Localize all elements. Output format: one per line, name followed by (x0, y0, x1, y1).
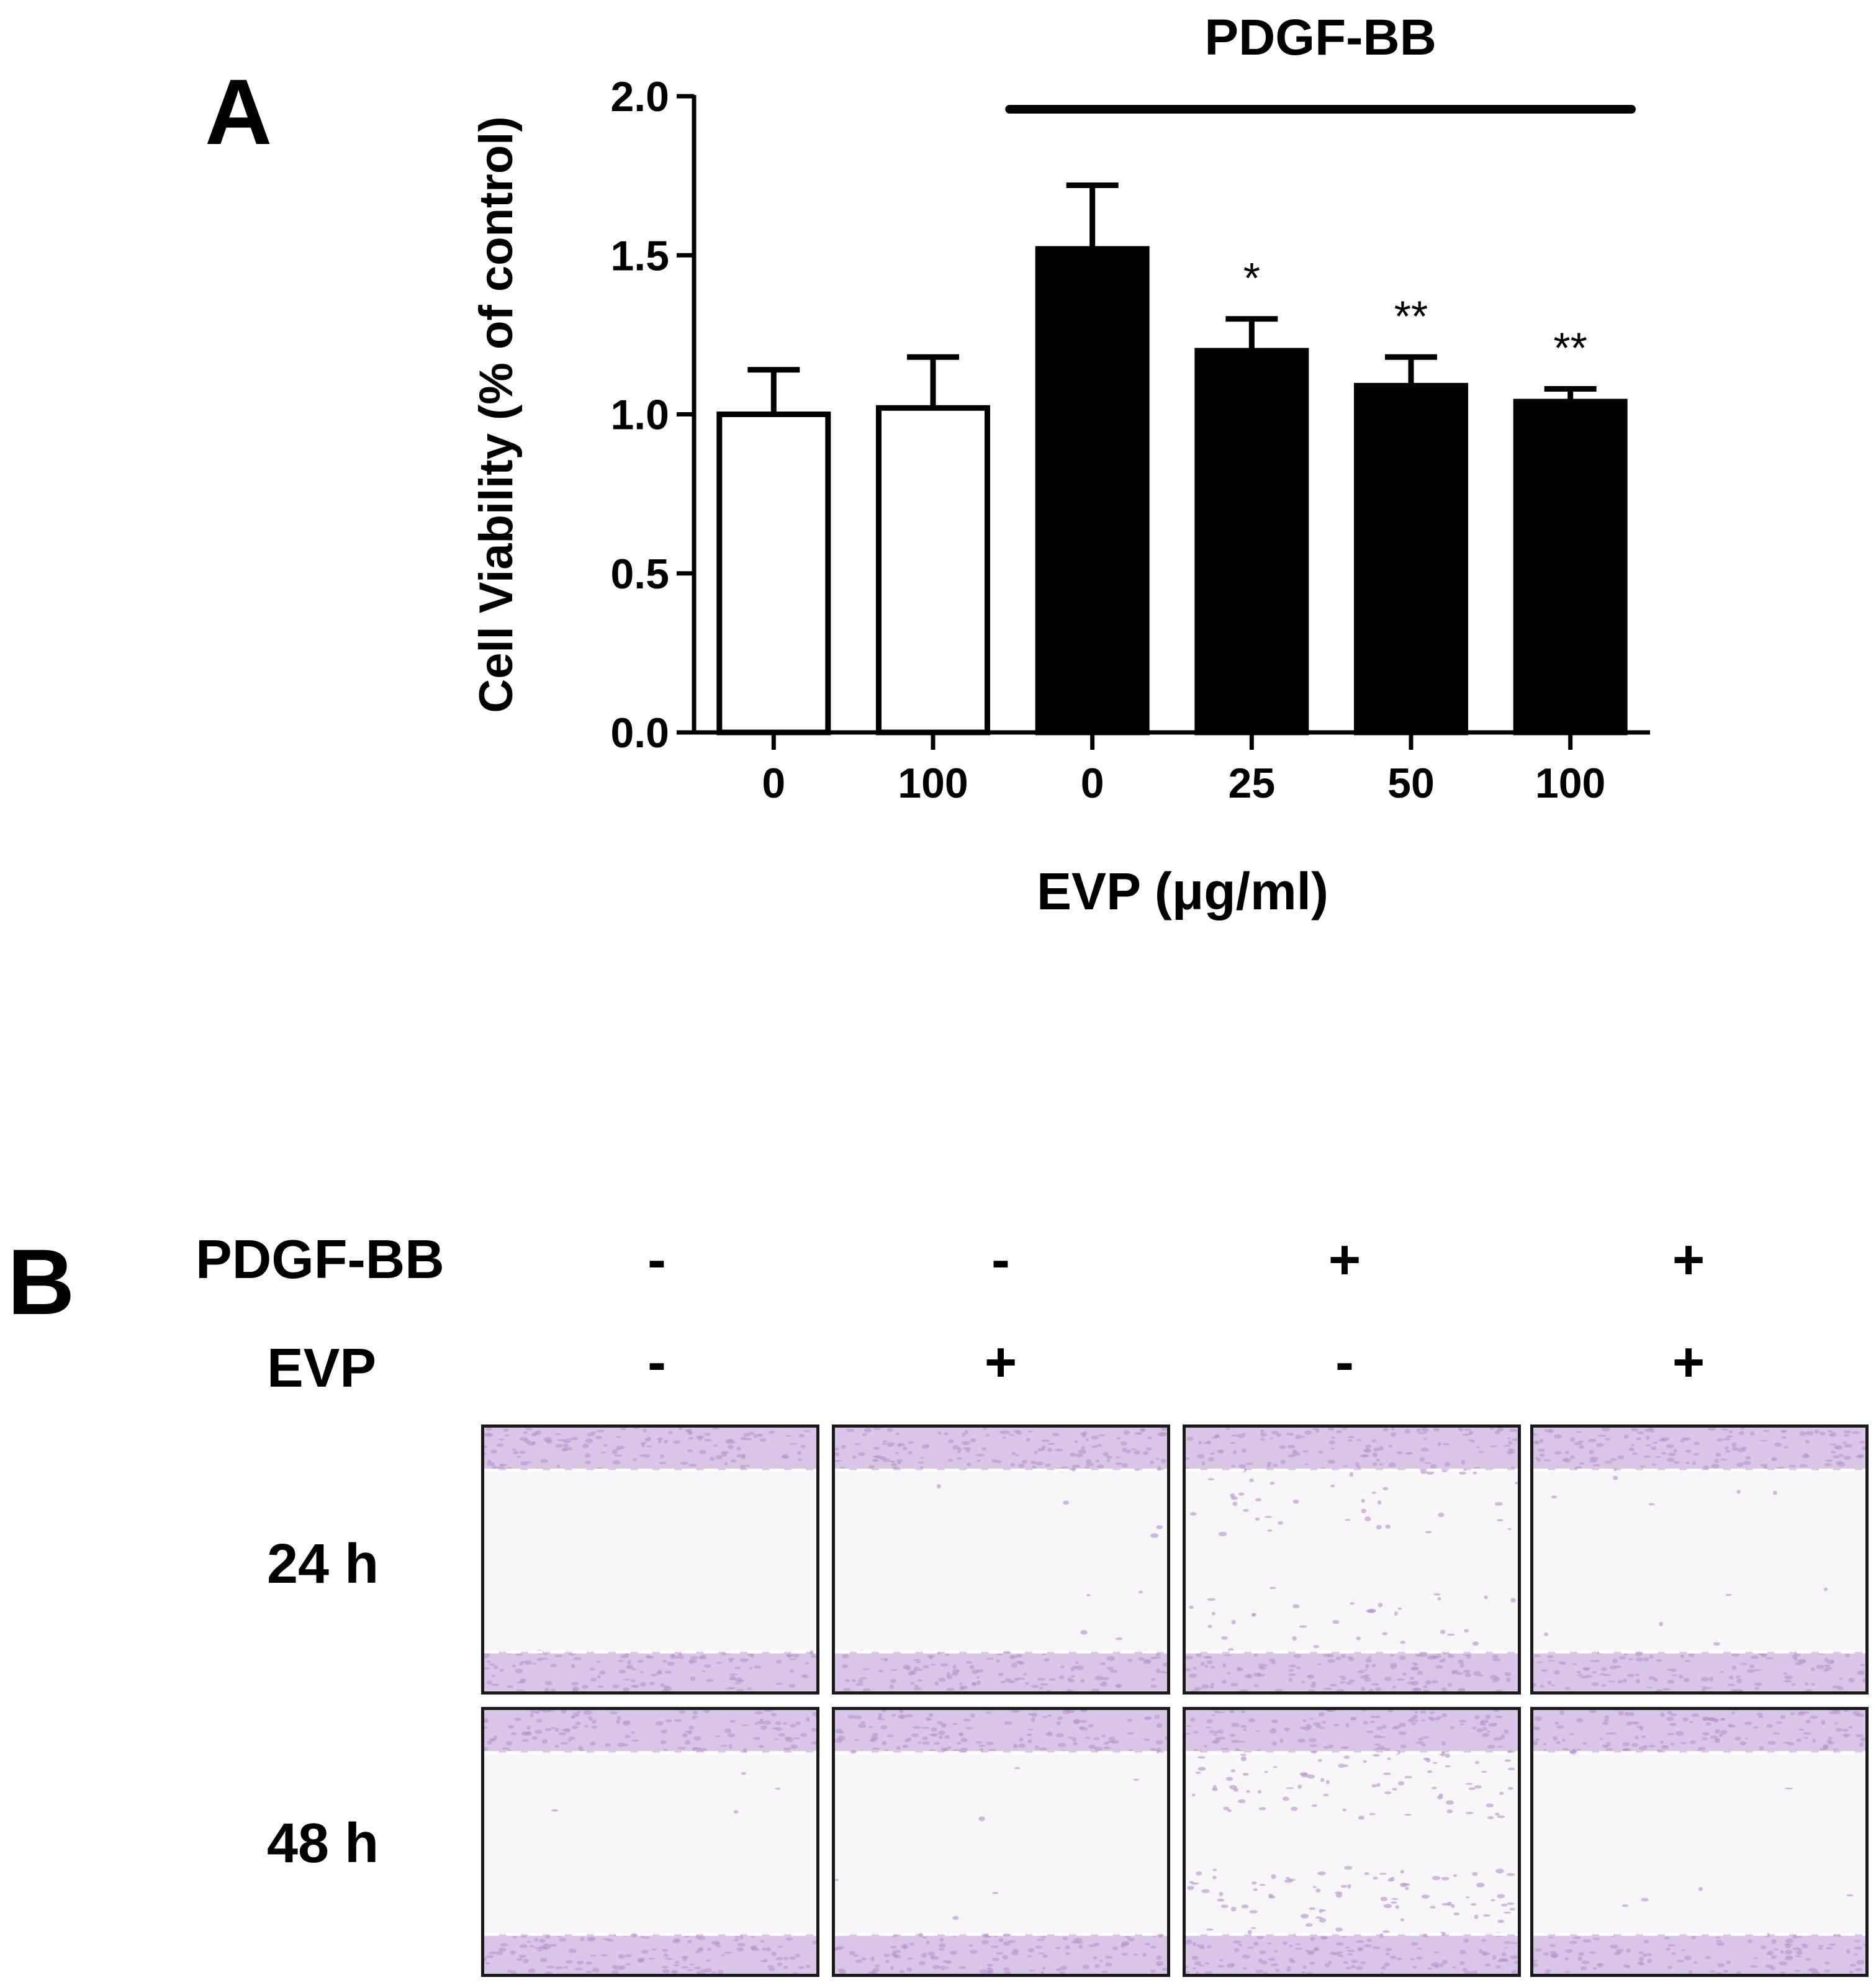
y-tick-label: 1.0 (610, 392, 669, 439)
micrograph-48h-4 (1530, 1707, 1869, 1977)
micrograph-24h-3 (1183, 1425, 1521, 1695)
time-label-48h: 48 h (267, 1812, 379, 1875)
micrograph-texture (1186, 1428, 1518, 1691)
pdgf-row-label: PDGF-BB (196, 1228, 444, 1290)
significance-label: * (1243, 254, 1260, 302)
x-tick-label: 0 (1081, 760, 1104, 807)
bar-chart: 0.0 0.5 1.0 1.5 2.0 0 100 0 25 * 50 ** 100 ** PDGF-BB E… (470, 9, 1650, 920)
micrograph-texture (484, 1710, 816, 1974)
significance-label: ** (1394, 292, 1428, 340)
y-tick-label: 1.5 (610, 232, 669, 279)
evp-sign-1: - (647, 1331, 666, 1393)
evp-sign-4: + (1672, 1331, 1705, 1393)
bar (1513, 398, 1628, 736)
y-axis-title: Cell Viability (% of control) (470, 116, 523, 713)
micrograph-texture (1533, 1710, 1865, 1974)
bar (716, 412, 831, 736)
x-tick-label: 100 (898, 760, 968, 807)
x-tick-label: 50 (1387, 760, 1435, 807)
bar (1354, 382, 1468, 736)
micrograph-texture (1186, 1710, 1518, 1974)
micrograph-48h-2 (832, 1707, 1170, 1977)
pdgf-sign-2: - (991, 1229, 1010, 1291)
micrograph-texture (835, 1428, 1167, 1691)
y-tick-label: 2.0 (610, 73, 669, 120)
x-axis-title: EVP (μg/ml) (1037, 862, 1328, 920)
micrograph-texture (1533, 1428, 1865, 1691)
pdgf-sign-4: + (1672, 1229, 1705, 1291)
evp-sign-3: - (1335, 1331, 1354, 1393)
time-label-24h: 24 h (267, 1533, 379, 1595)
x-tick-label: 25 (1229, 760, 1276, 807)
bar (876, 405, 990, 736)
micrograph-24h-4 (1530, 1425, 1869, 1695)
micrograph-texture (484, 1428, 816, 1691)
micrograph-24h-1 (481, 1425, 819, 1695)
evp-sign-2: + (984, 1331, 1017, 1393)
y-tick-label: 0.5 (610, 551, 669, 598)
significance-label: ** (1553, 324, 1587, 372)
pdgf-bracket-label: PDGF-BB (1204, 9, 1436, 66)
micrograph-24h-2 (832, 1425, 1170, 1695)
pdgf-sign-3: + (1328, 1229, 1361, 1291)
y-tick-label: 0.0 (610, 709, 669, 757)
panel-b-label: B (7, 1230, 75, 1334)
x-tick-label: 100 (1535, 760, 1605, 807)
evp-row-label: EVP (267, 1337, 377, 1398)
pdgf-sign-1: - (647, 1229, 666, 1291)
micrograph-48h-3 (1183, 1707, 1521, 1977)
micrograph-texture (835, 1710, 1167, 1974)
panel-a-label: A (205, 60, 273, 164)
bar (1194, 348, 1309, 736)
x-tick-label: 0 (762, 760, 785, 807)
micrograph-48h-1 (481, 1707, 819, 1977)
bar (1035, 246, 1150, 736)
